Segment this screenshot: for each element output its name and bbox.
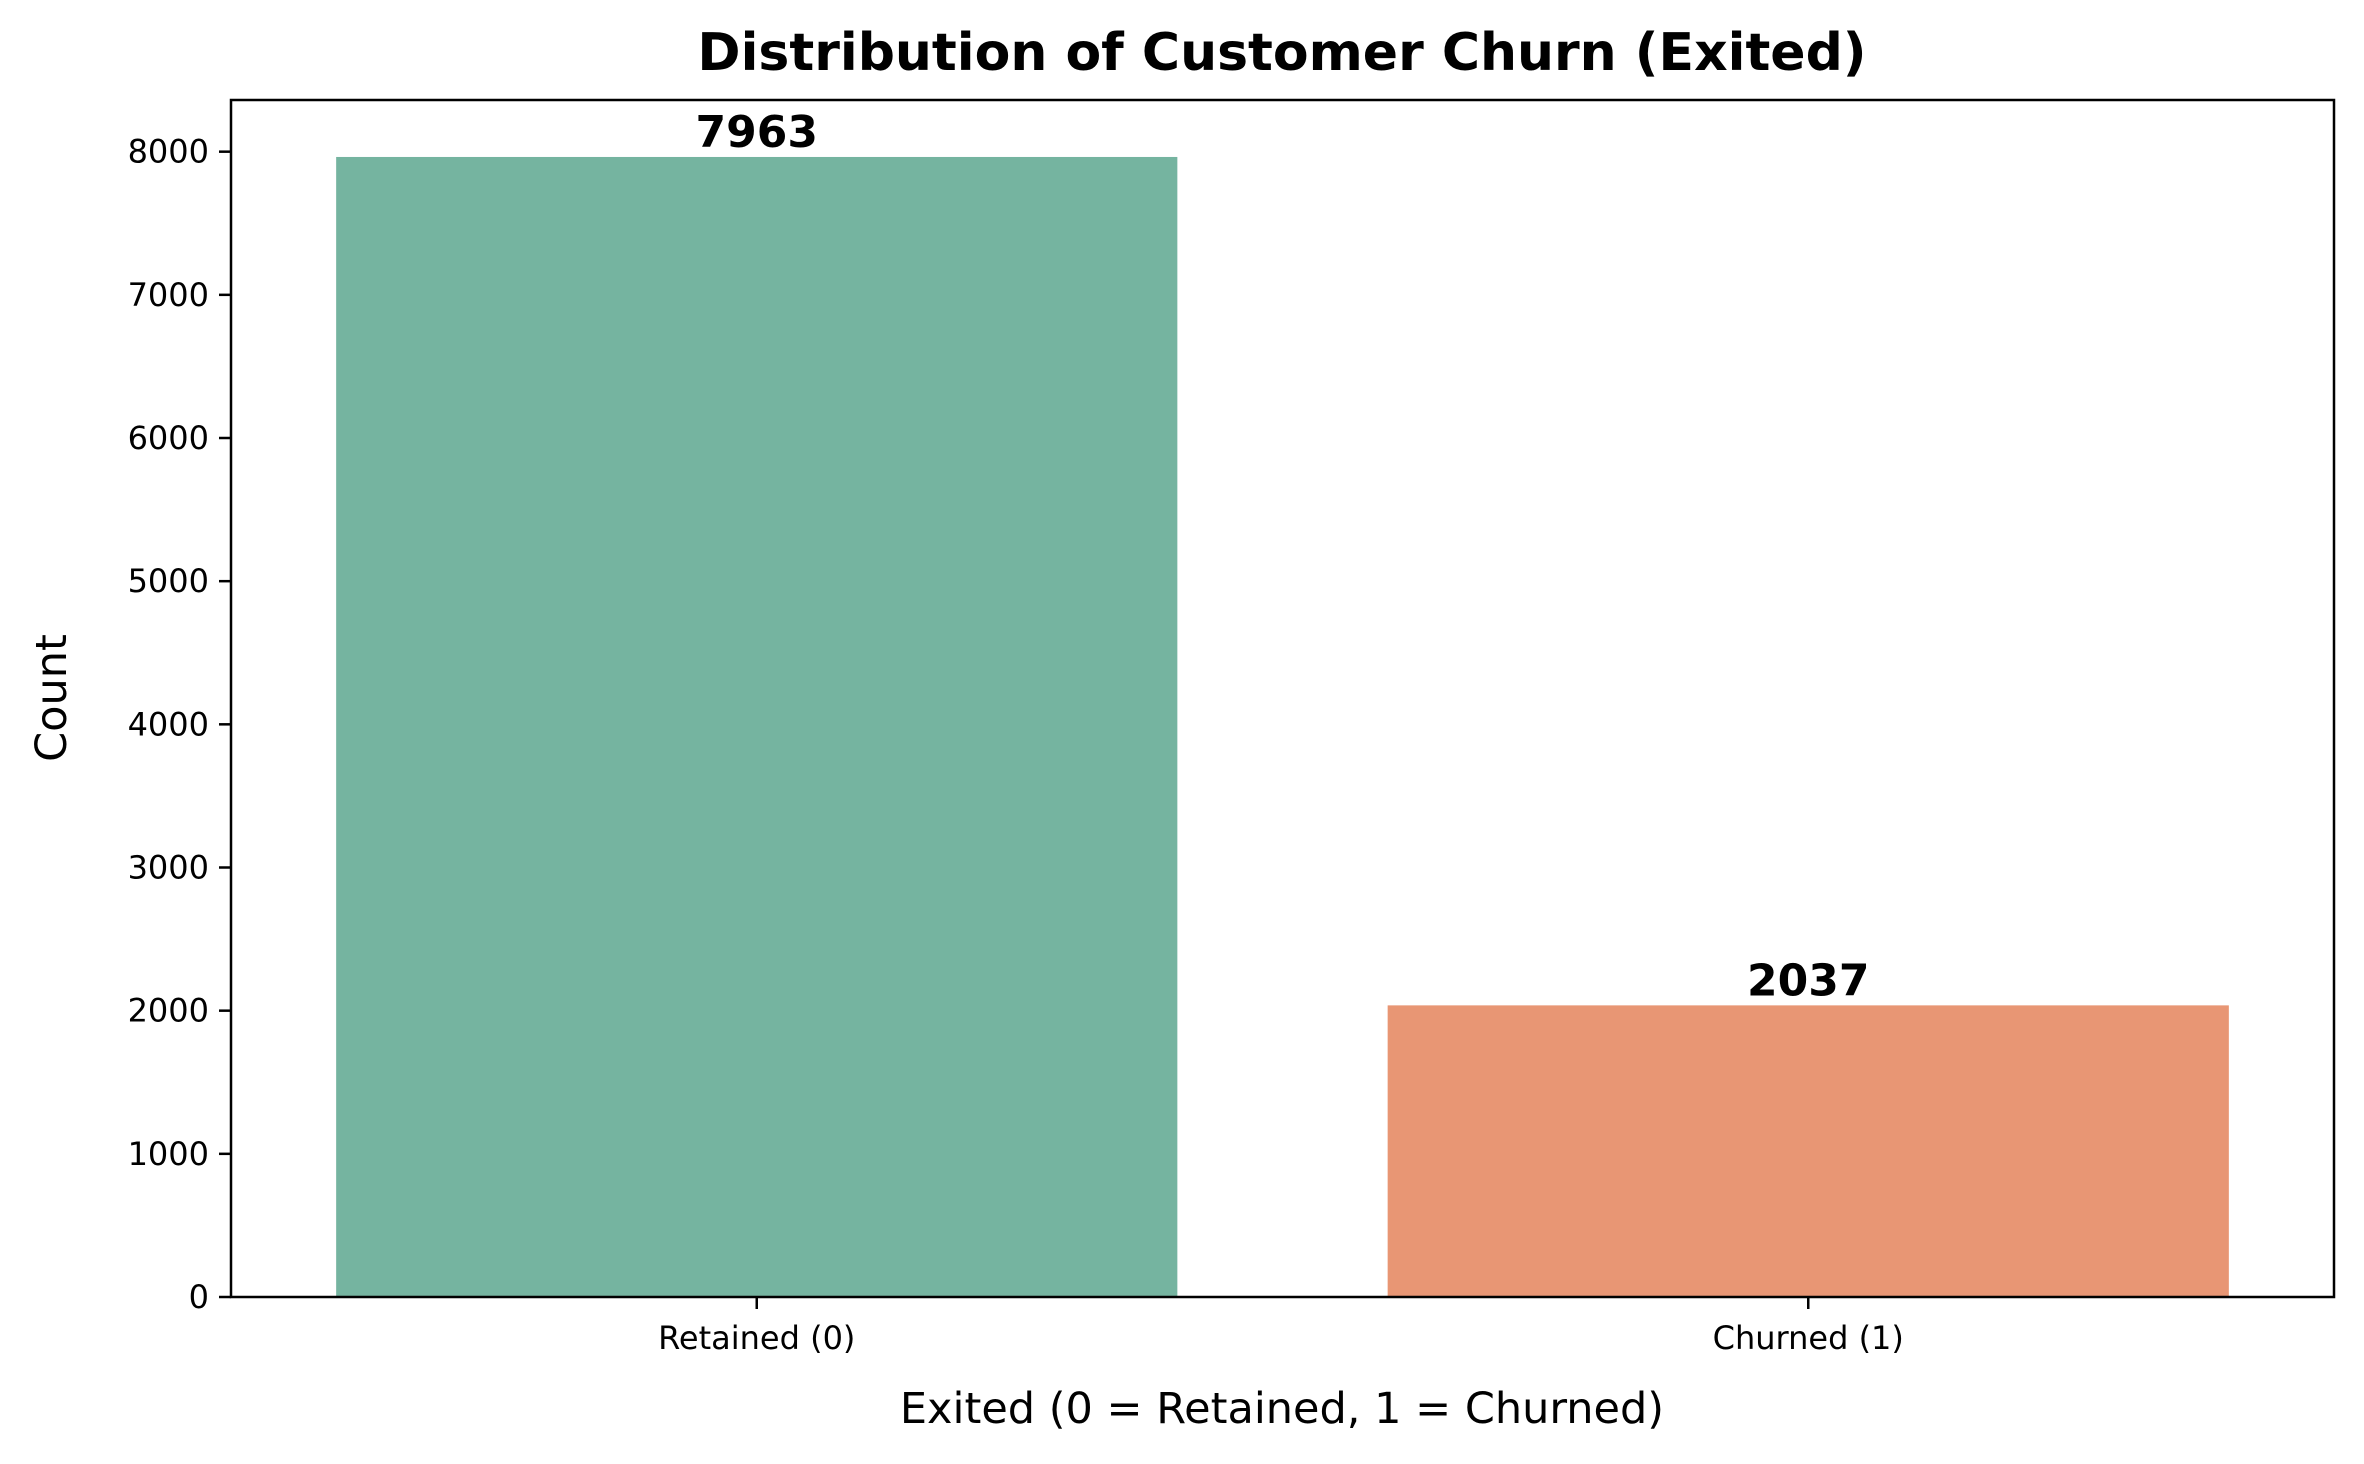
x-axis-ticks: Retained (0) Churned (1) bbox=[658, 1297, 1904, 1357]
x-tick-label: Retained (0) bbox=[658, 1319, 855, 1357]
y-tick-label: 2000 bbox=[128, 992, 209, 1030]
chart-title: Distribution of Customer Churn (Exited) bbox=[697, 23, 1866, 83]
x-axis-title: Exited (0 = Retained, 1 = Churned) bbox=[900, 1384, 1664, 1434]
plot-frame bbox=[229, 98, 2336, 1299]
y-tick-label: 4000 bbox=[128, 705, 209, 743]
y-axis-title: Count bbox=[27, 634, 77, 762]
y-axis-ticks: 0 1000 2000 3000 4000 5000 6000 7000 8000 bbox=[128, 133, 231, 1316]
bar-value-label: 2037 bbox=[1747, 955, 1869, 1006]
y-tick-label: 6000 bbox=[128, 419, 209, 457]
y-tick-label: 3000 bbox=[128, 849, 209, 887]
bar-churned bbox=[1387, 1005, 2229, 1297]
y-tick-label: 7000 bbox=[128, 276, 209, 314]
data-labels-group: 7963 2037 bbox=[696, 107, 1870, 1006]
y-tick-label: 0 bbox=[189, 1278, 209, 1316]
y-tick-label: 5000 bbox=[128, 562, 209, 600]
x-tick-label: Churned (1) bbox=[1713, 1319, 1904, 1357]
bars-group bbox=[336, 156, 2229, 1297]
bar-retained bbox=[336, 156, 1178, 1297]
y-tick-label: 1000 bbox=[128, 1135, 209, 1173]
bar-value-label: 7963 bbox=[696, 107, 818, 158]
y-tick-label: 8000 bbox=[128, 133, 209, 171]
